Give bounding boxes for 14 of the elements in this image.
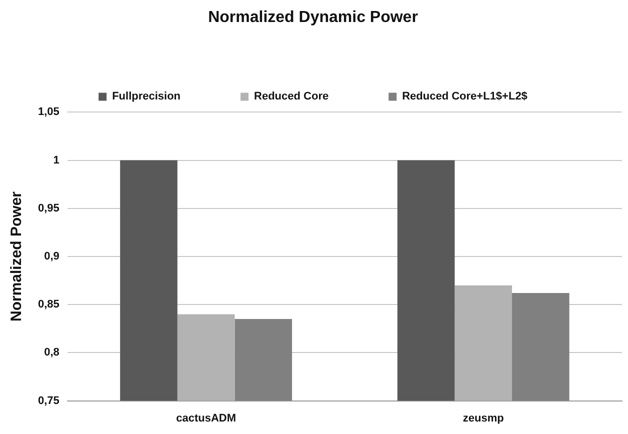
x-tick-label: zeusmp xyxy=(462,412,504,424)
y-axis-title: Normalized Power xyxy=(8,191,26,322)
x-tick-label: cactusADM xyxy=(176,412,236,424)
y-tick-label: 0,75 xyxy=(38,394,60,407)
legend-label: Reduced Core+L1$+L2$ xyxy=(402,90,528,103)
y-tick-label: 0,95 xyxy=(38,202,60,214)
y-tick-label: 0,9 xyxy=(44,250,60,263)
y-tick-label: 0,8 xyxy=(44,346,60,359)
chart-title: Normalized Dynamic Power xyxy=(208,9,418,26)
legend-label: Fullprecision xyxy=(112,90,181,103)
y-tick-label: 1 xyxy=(53,154,60,166)
y-tick-label: 1,05 xyxy=(38,106,60,118)
legend-label: Reduced Core xyxy=(254,90,329,103)
y-tick-label: 0,85 xyxy=(38,298,60,311)
